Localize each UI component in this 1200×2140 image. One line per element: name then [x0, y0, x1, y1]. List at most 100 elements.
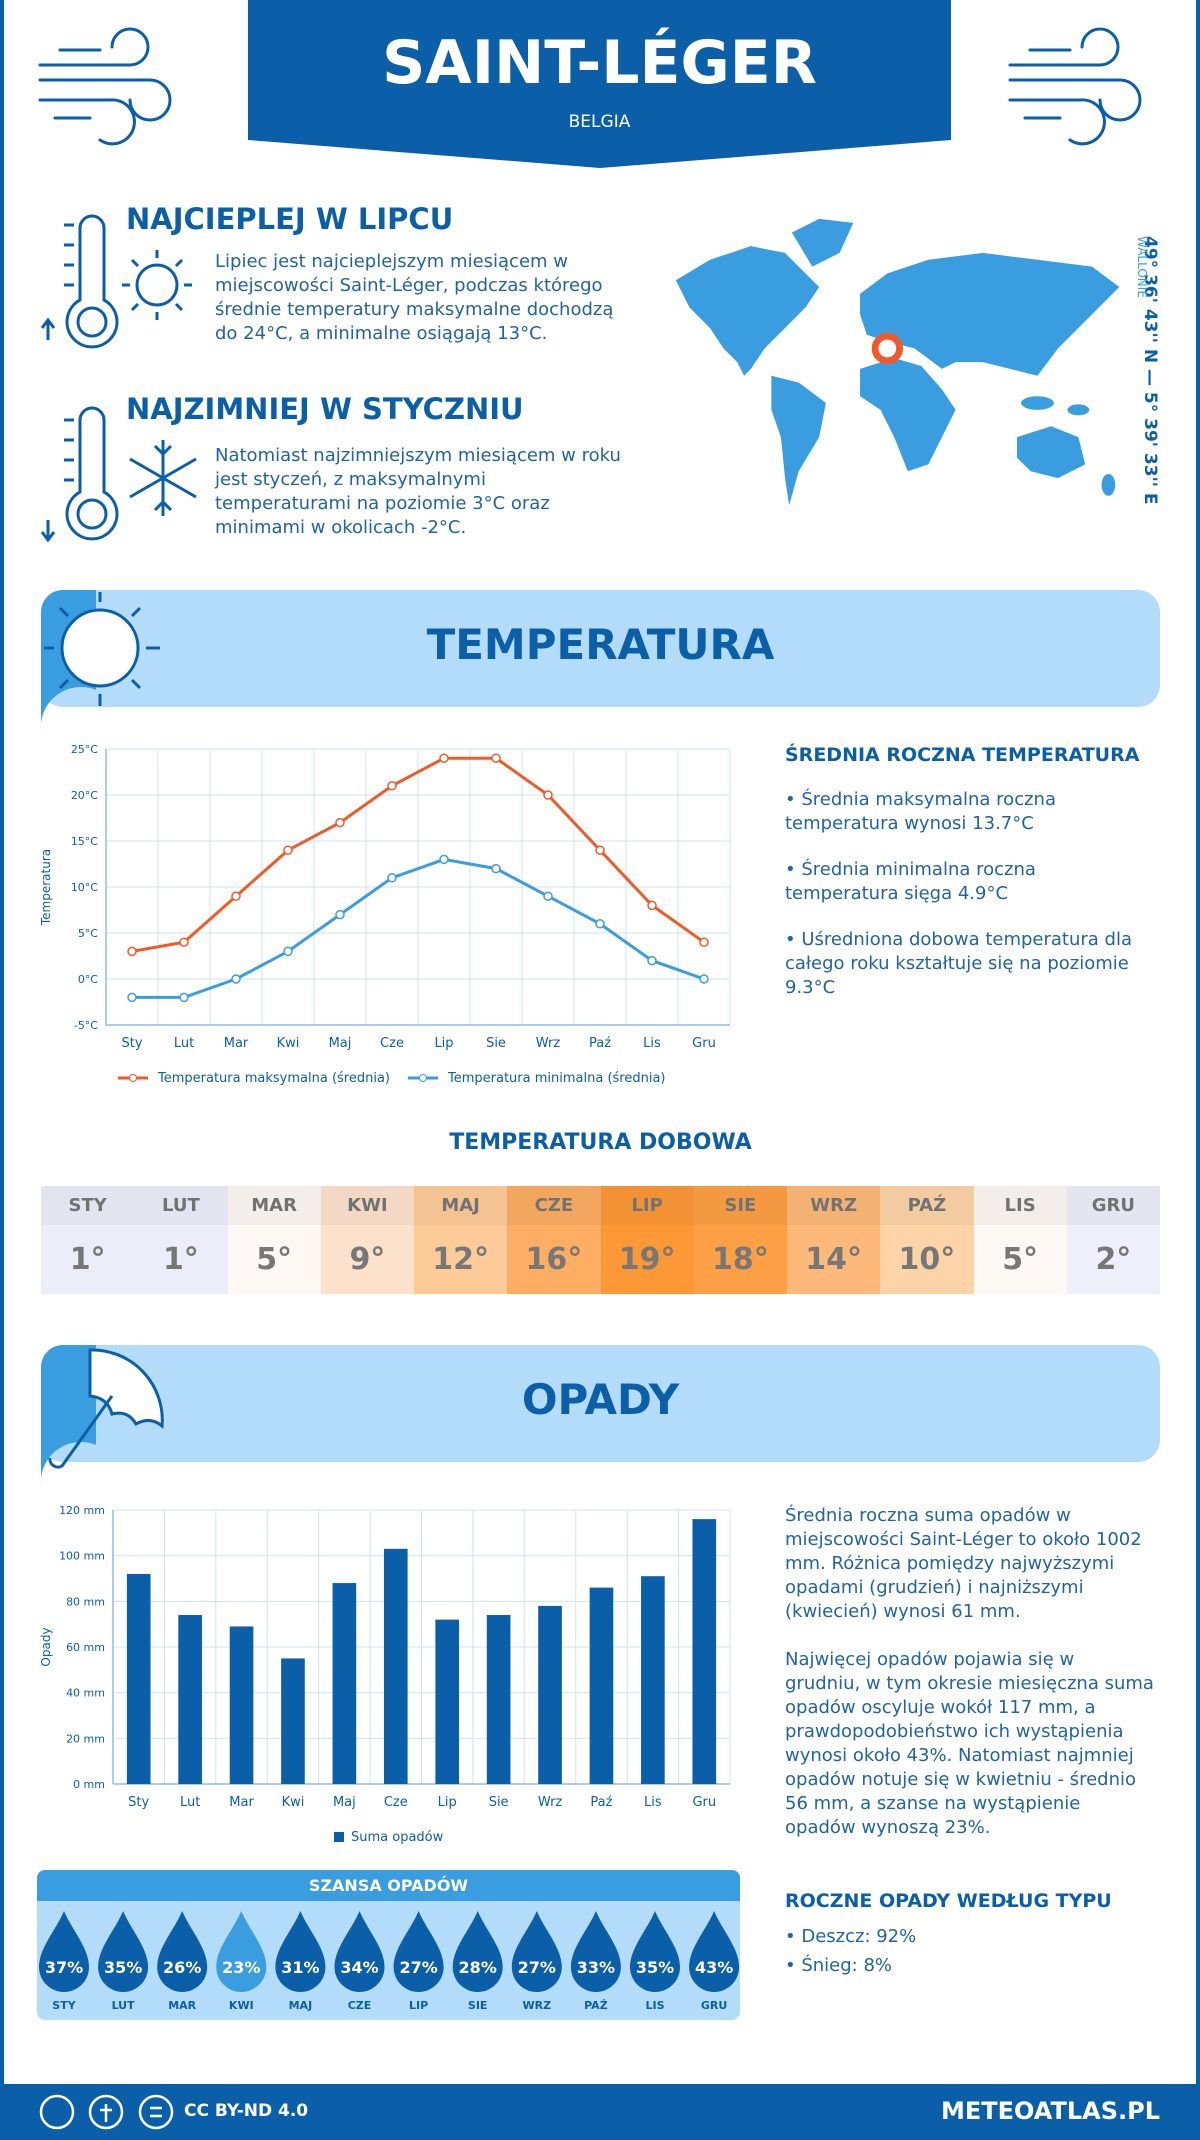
coordinates: 49° 36' 43'' N — 5° 39' 33'' E — [1140, 236, 1160, 505]
y-tick-label: 0°C — [78, 973, 98, 986]
footer-bar — [0, 2084, 1200, 2140]
y-tick-label: 0 mm — [73, 1778, 105, 1791]
drop-month: LIS — [645, 1999, 664, 2012]
point — [699, 937, 709, 947]
daily-value: 19° — [600, 1225, 694, 1294]
warmest-title: NAJCIEPLEJ W LIPCU — [126, 202, 454, 236]
daily-column: SIE 18° — [693, 1186, 787, 1294]
drop-month: CZE — [348, 1999, 372, 2012]
daily-column: LIS 5° — [973, 1186, 1067, 1294]
license: CC BY-ND 4.0 — [184, 2101, 309, 2121]
x-tick-label: Paź — [590, 1795, 612, 1810]
y-tick-label: -5°C — [74, 1019, 98, 1032]
precipitation-banner — [41, 1345, 1160, 1462]
daily-column: LIP 19° — [600, 1186, 694, 1294]
header-banner — [248, 0, 951, 168]
daily-column: GRU 2° — [1066, 1186, 1160, 1294]
drop-value: 35% — [104, 1958, 142, 1977]
y-tick-label: 80 mm — [66, 1595, 105, 1608]
drop — [98, 1911, 149, 1992]
point — [231, 974, 241, 984]
point — [387, 781, 397, 791]
drop-value: 27% — [518, 1958, 556, 1977]
legend-label: Temperatura maksymalna (średnia) — [157, 1071, 390, 1086]
point — [335, 909, 345, 920]
daily-month: LUT — [134, 1186, 228, 1225]
y-tick-label: 15°C — [71, 835, 98, 848]
drop-month: LUT — [112, 1999, 136, 2012]
warmest-text: Lipiec jest najcieplejszym miesiącem w m… — [215, 251, 614, 344]
daily-column: KWI 9° — [320, 1186, 414, 1294]
coldest-text: Natomiast najzimniejszym miesiącem w rok… — [215, 445, 621, 538]
x-tick-label: Gru — [692, 1795, 716, 1810]
types-items: • Deszcz: 92% • Śnieg: 8% — [785, 1922, 1165, 1980]
bar — [229, 1626, 254, 1784]
drop-value: 23% — [222, 1958, 260, 1977]
world-map — [675, 218, 1120, 506]
x-tick-label: Kwi — [282, 1795, 305, 1810]
point — [387, 873, 397, 883]
daily-value: 16° — [507, 1225, 601, 1294]
drop-value: 34% — [340, 1958, 378, 1977]
daily-value: 14° — [787, 1225, 881, 1294]
legend-swatch — [129, 1074, 137, 1082]
drop — [630, 1911, 680, 1992]
y-tick-label: 20 mm — [66, 1732, 105, 1745]
daily-title: TEMPERATURA DOBOWA — [449, 1130, 752, 1155]
daily-month: CZE — [507, 1186, 601, 1225]
x-tick-label: Mar — [229, 1795, 254, 1810]
x-tick-label: Sie — [486, 1036, 506, 1051]
license-icons — [39, 2094, 174, 2130]
drop-month: STY — [52, 1999, 76, 2012]
bar — [589, 1587, 614, 1784]
daily-value: 2° — [1066, 1225, 1160, 1294]
y-tick-label: 20°C — [71, 789, 98, 802]
y-tick-label: 5°C — [78, 927, 98, 940]
point — [439, 854, 449, 865]
thermometer-cold — [40, 406, 197, 543]
chance-title: SZANSA OPADÓW — [37, 1870, 740, 1901]
drop — [334, 1911, 385, 1992]
precipitation-chart: 0 mm 20 mm 40 mm 60 mm 80 mm 100 mm 120 mm Sty L… — [39, 1504, 731, 1845]
daily-value: 12° — [414, 1225, 508, 1294]
drop — [39, 1911, 89, 1992]
title: SAINT-LÉGER — [382, 28, 817, 98]
bar — [486, 1615, 511, 1784]
wind-icon-left — [38, 27, 172, 146]
bar — [126, 1573, 151, 1784]
daily-month: PAŹ — [880, 1186, 974, 1225]
precipitation-summary: Średnia roczna suma opadów w miejscowośc… — [785, 1504, 1155, 1840]
drop-value: 35% — [636, 1958, 674, 1977]
y-tick-label: 100 mm — [59, 1550, 105, 1563]
bar — [383, 1548, 408, 1784]
y-tick-label: 120 mm — [59, 1504, 105, 1517]
daily-month: MAJ — [414, 1186, 508, 1225]
drop — [689, 1911, 740, 1992]
drop-month: MAJ — [289, 1999, 313, 2012]
bar — [178, 1615, 202, 1784]
x-tick-label: Sie — [489, 1795, 509, 1810]
drop-month: WRZ — [523, 1999, 552, 2012]
umbrella-icon — [48, 1348, 164, 1469]
point — [595, 845, 605, 855]
x-tick-label: Wrz — [536, 1036, 561, 1051]
summary-paragraph: Średnia roczna suma opadów w miejscowośc… — [785, 1505, 1142, 1622]
daily-value: 10° — [880, 1225, 974, 1294]
y-tick-label: 40 mm — [66, 1687, 105, 1700]
line — [132, 857, 705, 999]
legend-swatch — [334, 1832, 344, 1842]
temperature-summary: ŚREDNIA ROCZNA TEMPERATURA • Średnia mak… — [785, 744, 1155, 1000]
daily-value: 9° — [320, 1225, 414, 1294]
summary-item: • Średnia maksymalna roczna temperatura … — [785, 789, 1056, 834]
point — [283, 946, 293, 957]
summary-paragraph: Najwięcej opadów pojawia się w grudniu, … — [785, 1649, 1154, 1838]
point — [647, 900, 657, 911]
daily-value: 1° — [134, 1225, 228, 1294]
summary-item: • Średnia minimalna roczna temperatura s… — [785, 859, 1036, 904]
point — [127, 992, 137, 1003]
daily-month: STY — [41, 1186, 135, 1225]
line — [131, 756, 705, 953]
x-tick-label: Lip — [434, 1036, 453, 1051]
